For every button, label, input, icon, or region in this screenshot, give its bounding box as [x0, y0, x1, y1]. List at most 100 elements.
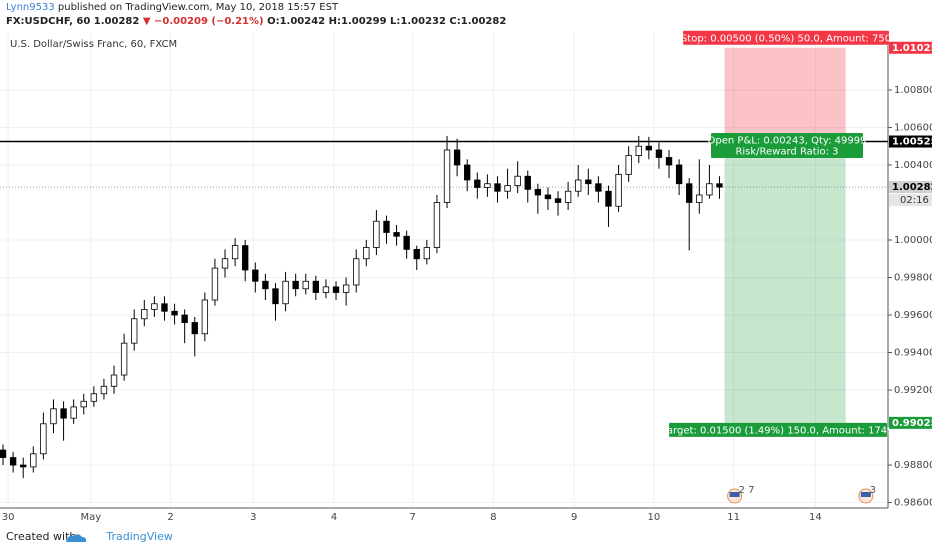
candle-body [191, 322, 198, 335]
candle-body [484, 183, 491, 188]
candle-body [615, 173, 622, 207]
last-price: 1.00282 [93, 16, 140, 27]
candle-body [0, 449, 7, 458]
candle-body [675, 164, 683, 185]
target-label-box [669, 422, 887, 437]
candle-body [201, 299, 209, 335]
candle-body [595, 183, 602, 192]
x-tick-label: 14 [809, 512, 822, 523]
y-tick-label: 0.99600 [894, 310, 932, 321]
candle-body [585, 179, 592, 185]
candle-body [131, 318, 138, 344]
candle-body [474, 179, 481, 188]
price-label: 1.00282 [892, 182, 932, 193]
candle-body [413, 248, 420, 260]
y-tick-label: 0.99400 [894, 348, 932, 359]
candle-body [605, 190, 612, 207]
candle-body [544, 194, 552, 200]
candle-body [635, 145, 642, 156]
candle-body [302, 280, 309, 290]
candle-body [363, 247, 370, 260]
y-tick-label: 1.00600 [894, 122, 932, 133]
candle-body [171, 310, 178, 316]
x-tick-label: 30 [2, 512, 15, 523]
candle-body [110, 374, 118, 387]
x-tick-label: 11 [727, 512, 740, 523]
stop-label: Stop: 0.00500 (0.50%) 50.0, Amount: 750 [681, 33, 891, 44]
candle-body [534, 188, 542, 196]
x-tick-label: 10 [648, 512, 661, 523]
candle-body [564, 190, 572, 203]
candle-body [272, 288, 279, 305]
candle-body [686, 183, 693, 203]
candle-body [100, 385, 108, 395]
candle-body [50, 408, 57, 425]
candle-body [403, 235, 410, 250]
candle-body [30, 453, 37, 468]
candle-body [342, 284, 350, 293]
candle-body [231, 245, 239, 260]
candle-body [60, 408, 67, 419]
footer-text: Created with [6, 530, 77, 543]
author[interactable]: Lynn9533 [6, 2, 55, 13]
symbol-info: FX:USDCHF, 60 1.00282 ▼ −0.00209 (−0.21%… [6, 16, 506, 27]
event-flag [860, 492, 871, 497]
symbol: FX:USDCHF, 60 [6, 16, 91, 27]
pnl-label: Risk/Reward Ratio: 3 [735, 147, 838, 158]
y-tick-label: 1.00800 [894, 85, 932, 96]
candle-body [554, 198, 562, 203]
x-tick-label: 4 [331, 512, 337, 523]
stop-zone [724, 47, 846, 142]
x-tick-label: 7 [410, 512, 416, 523]
x-tick-label: 8 [490, 512, 496, 523]
candle-body [625, 155, 632, 175]
candle-body [464, 164, 471, 181]
candle-body [40, 423, 47, 455]
x-tick-label: 9 [571, 512, 577, 523]
change: ▼ −0.00209 (−0.21%) [142, 16, 264, 27]
candle-body [575, 179, 582, 192]
candle-body [211, 267, 219, 301]
candle-body [161, 303, 168, 312]
event-flag [729, 492, 740, 497]
event-label: 3 [870, 485, 876, 496]
candle-body [9, 457, 17, 466]
candle-body [655, 149, 663, 158]
x-tick-label: May [80, 512, 101, 523]
y-tick-label: 1.00400 [894, 160, 932, 171]
tv-logo [66, 534, 87, 542]
candle-body [353, 258, 360, 286]
candle-body [645, 145, 653, 151]
footer-brand[interactable]: TradingView [106, 530, 173, 543]
candle-body [696, 194, 703, 203]
candle-body [312, 280, 320, 293]
candle-body [373, 220, 380, 248]
candle-body [141, 308, 148, 320]
countdown: 02:16 [900, 195, 929, 206]
candle-body [80, 400, 87, 408]
candle-body [494, 183, 501, 192]
candle-body [90, 393, 98, 402]
pnl-label: Open P&L: 0.00243, Qty: 49999 [708, 136, 867, 147]
pnl-label-box [711, 133, 863, 159]
x-tick-label: 2 [167, 512, 173, 523]
target-zone [724, 141, 846, 423]
x-tick-label: 3 [250, 512, 256, 523]
event-label: 2 7 [739, 485, 755, 496]
candle-body [504, 185, 511, 192]
candle-body [443, 149, 451, 203]
footer: Created with TradingView [6, 530, 173, 543]
candle-body [252, 269, 259, 282]
y-tick-label: 1.00000 [894, 235, 932, 246]
candle-body [514, 175, 521, 187]
candle-body [383, 220, 390, 233]
candle-body [70, 406, 77, 419]
y-tick-label: 0.98600 [894, 498, 932, 509]
candle-body [181, 314, 188, 323]
candle-body [393, 232, 400, 237]
candle-body [453, 149, 461, 166]
y-tick-label: 0.99200 [894, 385, 932, 396]
chart: 0.98600 0.98800 0.99200 0.99400 0.99600 0.998… [0, 30, 932, 523]
candle-body [292, 280, 299, 290]
